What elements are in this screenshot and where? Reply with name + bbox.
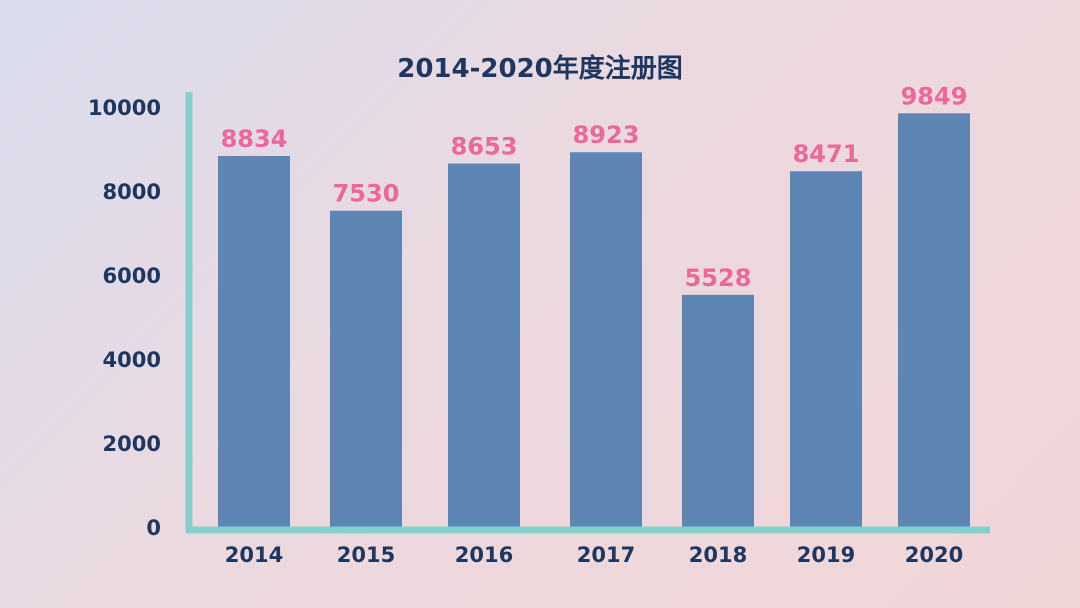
x-tick-label-2019: 2019 (797, 543, 855, 567)
data-label-2017: 8923 (573, 121, 640, 149)
x-tick-label-2015: 2015 (337, 543, 395, 567)
data-labels-layer: 8834 7530 8653 8923 5528 8471 9849 (221, 82, 968, 291)
x-tick-label-2018: 2018 (689, 543, 747, 567)
bar-2015 (330, 210, 402, 528)
data-label-2020: 9849 (901, 82, 968, 110)
x-tick-label-2016: 2016 (455, 543, 513, 567)
bar-2014 (218, 155, 290, 528)
data-label-2018: 5528 (685, 264, 752, 292)
chart-title: 2014-2020年度注册图 (397, 53, 683, 84)
y-tick-label-10000: 10000 (88, 96, 161, 120)
bar-2016 (448, 163, 520, 527)
x-axis-ticks: 2014 2015 2016 2017 2018 2019 2020 (225, 543, 963, 567)
data-label-2016: 8653 (451, 133, 518, 161)
data-label-2015: 7530 (333, 180, 400, 208)
y-axis-ticks: 0 2000 4000 6000 8000 10000 (88, 96, 161, 540)
bar-2020 (898, 113, 970, 527)
bar-2019 (790, 171, 862, 527)
bars-layer (218, 113, 970, 528)
x-tick-label-2014: 2014 (225, 543, 283, 567)
y-tick-label-4000: 4000 (103, 348, 161, 372)
bar-2017 (570, 152, 642, 527)
data-label-2019: 8471 (793, 140, 860, 168)
x-tick-label-2017: 2017 (577, 543, 635, 567)
x-tick-label-2020: 2020 (905, 543, 963, 567)
bar-2018 (682, 294, 754, 527)
y-tick-label-2000: 2000 (103, 432, 161, 456)
axes-layer (185, 92, 990, 534)
data-label-2014: 8834 (221, 125, 288, 153)
y-tick-label-8000: 8000 (103, 180, 161, 204)
y-tick-label-0: 0 (146, 516, 161, 540)
y-tick-label-6000: 6000 (103, 264, 161, 288)
